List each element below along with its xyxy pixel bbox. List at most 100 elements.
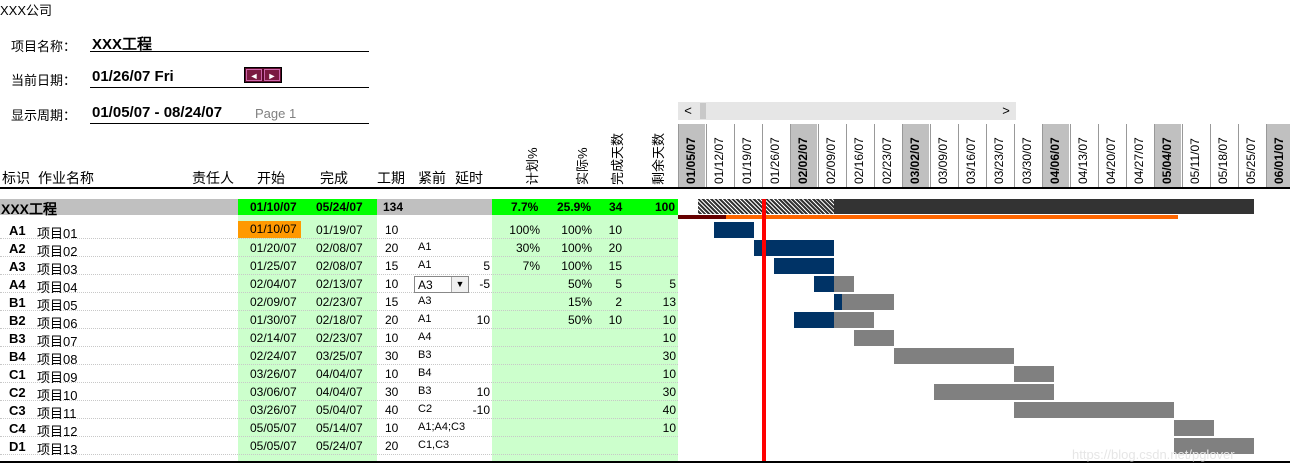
task-start[interactable]: 01/25/07: [250, 259, 297, 273]
scroll-thumb[interactable]: [700, 103, 706, 119]
task-start[interactable]: 02/09/07: [250, 295, 297, 309]
task-remain-days[interactable]: 10: [662, 367, 676, 381]
project-name-value[interactable]: XXX工程: [92, 36, 153, 53]
task-pred[interactable]: A1: [418, 313, 432, 325]
task-end[interactable]: 05/04/07: [316, 403, 363, 417]
next-week-button[interactable]: ►: [264, 69, 280, 81]
task-lag[interactable]: 5: [483, 259, 490, 273]
task-start[interactable]: 01/30/07: [250, 313, 297, 327]
task-actual-pct[interactable]: 50%: [567, 277, 592, 291]
task-pred[interactable]: A1: [418, 259, 432, 271]
task-duration[interactable]: 10: [385, 331, 399, 345]
task-end[interactable]: 02/08/07: [316, 259, 363, 273]
task-pred[interactable]: A3: [418, 295, 432, 307]
display-period-value[interactable]: 01/05/07 - 08/24/07: [92, 104, 223, 121]
task-duration[interactable]: 30: [385, 385, 399, 399]
task-end[interactable]: 01/19/07: [316, 223, 363, 237]
summary-end: 05/24/07: [316, 200, 363, 214]
gantt-remain-bar: [1014, 402, 1174, 418]
task-end[interactable]: 05/14/07: [316, 421, 363, 435]
task-end[interactable]: 04/04/07: [316, 367, 363, 381]
task-done-days[interactable]: 15: [608, 259, 622, 273]
task-end[interactable]: 02/23/07: [316, 331, 363, 345]
task-start[interactable]: 03/26/07: [250, 367, 297, 381]
task-lag[interactable]: 10: [476, 385, 490, 399]
current-date-value[interactable]: 01/26/07 Fri: [92, 68, 174, 85]
task-duration[interactable]: 20: [385, 313, 399, 327]
task-remain-days[interactable]: 30: [662, 349, 676, 363]
summary-duration: 134: [383, 200, 404, 214]
task-pred[interactable]: A1;A4;C3: [418, 421, 466, 433]
task-pred[interactable]: C2: [418, 403, 433, 415]
task-actual-pct[interactable]: 100%: [561, 223, 592, 237]
task-lag[interactable]: -10: [472, 403, 490, 417]
horizontal-scrollbar[interactable]: < >: [678, 102, 1016, 120]
pred-dropdown[interactable]: A3 ▼: [414, 276, 469, 293]
task-duration[interactable]: 40: [385, 403, 399, 417]
task-done-days[interactable]: 5: [615, 277, 622, 291]
scroll-right-icon[interactable]: >: [1002, 103, 1010, 118]
task-end[interactable]: 03/25/07: [316, 349, 363, 363]
task-start[interactable]: 01/10/07: [238, 221, 301, 238]
task-pred[interactable]: C1,C3: [418, 439, 450, 451]
task-plan-pct[interactable]: 100%: [509, 223, 540, 237]
task-start[interactable]: 02/04/07: [250, 277, 297, 291]
task-duration[interactable]: 10: [385, 367, 399, 381]
task-duration[interactable]: 15: [385, 259, 399, 273]
task-actual-pct[interactable]: 100%: [561, 241, 592, 255]
task-end[interactable]: 02/23/07: [316, 295, 363, 309]
task-duration[interactable]: 10: [385, 223, 399, 237]
task-start[interactable]: 05/05/07: [250, 439, 297, 453]
task-start[interactable]: 03/06/07: [250, 385, 297, 399]
task-pred[interactable]: B3: [418, 385, 432, 397]
task-end[interactable]: 02/08/07: [316, 241, 363, 255]
task-done-days[interactable]: 10: [608, 313, 622, 327]
task-duration[interactable]: 20: [385, 439, 399, 453]
summary-progress-bar: [678, 215, 1178, 219]
task-duration[interactable]: 30: [385, 349, 399, 363]
task-remain-days[interactable]: 10: [662, 313, 676, 327]
task-duration[interactable]: 10: [385, 421, 399, 435]
task-start[interactable]: 02/14/07: [250, 331, 297, 345]
task-plan-pct[interactable]: 30%: [515, 241, 540, 255]
task-duration[interactable]: 20: [385, 241, 399, 255]
task-duration[interactable]: 10: [385, 277, 399, 291]
timeline-date-label: 04/20/07: [1104, 137, 1118, 184]
timeline-date-label: 03/23/07: [992, 137, 1006, 184]
task-lag[interactable]: -5: [479, 277, 490, 291]
task-remain-days[interactable]: 30: [662, 385, 676, 399]
task-remain-days[interactable]: 13: [662, 295, 676, 309]
task-end[interactable]: 04/04/07: [316, 385, 363, 399]
col-header-plan-pct: 计划%: [525, 147, 540, 185]
task-remain-days[interactable]: 10: [662, 331, 676, 345]
task-pred[interactable]: A4: [418, 331, 432, 343]
task-remain-days[interactable]: 40: [662, 403, 676, 417]
summary-done-hatch: [698, 199, 834, 214]
task-lag[interactable]: 10: [476, 313, 490, 327]
task-remain-days[interactable]: 10: [662, 421, 676, 435]
task-plan-pct[interactable]: 7%: [522, 259, 540, 273]
chevron-down-icon[interactable]: ▼: [451, 277, 468, 292]
task-actual-pct[interactable]: 100%: [561, 259, 592, 273]
task-start[interactable]: 05/05/07: [250, 421, 297, 435]
task-end[interactable]: 05/24/07: [316, 439, 363, 453]
task-done-days[interactable]: 10: [608, 223, 622, 237]
task-end[interactable]: 02/18/07: [316, 313, 363, 327]
task-pred[interactable]: B4: [418, 367, 432, 379]
task-pred[interactable]: B3: [418, 349, 432, 361]
task-actual-pct[interactable]: 15%: [567, 295, 592, 309]
watermark: https://blog.csdn.net/pglover: [1072, 447, 1235, 462]
task-start[interactable]: 03/26/07: [250, 403, 297, 417]
task-done-days[interactable]: 2: [615, 295, 622, 309]
task-pred[interactable]: A1: [418, 241, 432, 253]
task-done-days[interactable]: 20: [608, 241, 622, 255]
task-start[interactable]: 01/20/07: [250, 241, 297, 255]
task-duration[interactable]: 15: [385, 295, 399, 309]
scroll-left-icon[interactable]: <: [684, 103, 692, 118]
task-name: 项目08: [37, 352, 78, 367]
task-end[interactable]: 02/13/07: [316, 277, 363, 291]
task-actual-pct[interactable]: 50%: [567, 313, 592, 327]
task-start[interactable]: 02/24/07: [250, 349, 297, 363]
task-remain-days[interactable]: 5: [669, 277, 676, 291]
prev-week-button[interactable]: ◄: [246, 69, 262, 81]
